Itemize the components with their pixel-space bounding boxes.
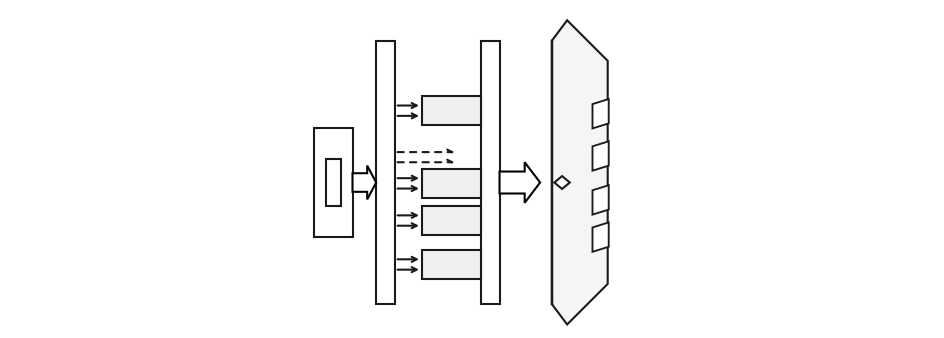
Polygon shape (592, 222, 608, 252)
Polygon shape (326, 159, 341, 206)
Polygon shape (421, 169, 480, 198)
Polygon shape (592, 141, 608, 171)
Polygon shape (421, 250, 480, 279)
Polygon shape (421, 96, 480, 125)
Polygon shape (551, 20, 607, 324)
Polygon shape (499, 162, 540, 203)
Polygon shape (554, 176, 569, 189)
Polygon shape (592, 99, 608, 128)
Polygon shape (480, 41, 499, 304)
Polygon shape (313, 128, 352, 237)
Polygon shape (352, 166, 376, 199)
Polygon shape (421, 206, 480, 235)
Polygon shape (592, 185, 608, 215)
Polygon shape (376, 41, 395, 304)
